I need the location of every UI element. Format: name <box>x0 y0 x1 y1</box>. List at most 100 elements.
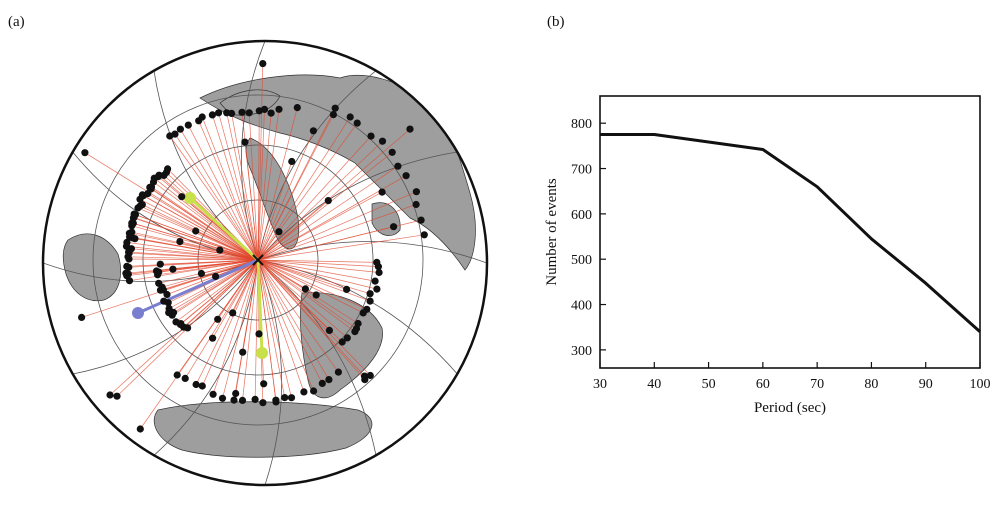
event-marker <box>343 334 351 342</box>
ray-path <box>257 135 372 261</box>
event-marker <box>275 228 283 236</box>
ray-path <box>257 259 367 310</box>
event-marker <box>245 109 253 117</box>
event-marker <box>281 394 289 402</box>
event-marker <box>275 105 283 113</box>
event-marker <box>216 246 224 254</box>
ray-path <box>201 259 259 387</box>
ray-path <box>257 200 329 261</box>
highlight-path-blue <box>137 258 259 315</box>
event-marker <box>106 391 114 399</box>
event-marker <box>378 188 386 196</box>
event-marker <box>127 245 135 253</box>
event-marker <box>366 297 374 305</box>
event-marker <box>232 389 240 398</box>
event-marker <box>351 328 359 336</box>
event-marker <box>287 394 296 402</box>
event-marker <box>360 372 369 380</box>
ray-path <box>212 114 259 261</box>
event-marker <box>238 396 247 404</box>
event-marker <box>374 263 382 271</box>
graticule-meridian <box>240 41 266 261</box>
ray-path <box>257 259 376 282</box>
event-marker <box>123 238 131 246</box>
ray-path <box>257 259 306 290</box>
event-marker <box>178 193 186 201</box>
ray-path <box>160 259 259 265</box>
ray-path <box>257 259 277 402</box>
event-marker <box>208 111 216 119</box>
event-marker <box>366 371 374 380</box>
y-axis-ticks: 300 400 500 600 700 800 <box>571 117 606 359</box>
event-marker <box>310 387 318 395</box>
event-marker <box>324 197 332 205</box>
event-marker <box>198 382 206 390</box>
globe-outline <box>41 39 489 487</box>
ray-path <box>257 259 314 392</box>
ray-path <box>175 259 259 323</box>
event-marker <box>378 137 387 145</box>
x-tick-label: 100 <box>970 377 991 392</box>
event-marker <box>312 291 320 299</box>
ray-path <box>180 129 259 261</box>
landmass-antarctica <box>153 401 373 458</box>
event-marker <box>329 111 337 119</box>
ray-path <box>257 109 280 261</box>
event-marker <box>331 104 339 112</box>
ray-path <box>226 112 259 261</box>
ray-path <box>128 251 259 261</box>
event-marker <box>373 285 381 293</box>
event-marker <box>375 268 383 277</box>
event-marker <box>417 216 425 224</box>
ray-path <box>129 232 259 261</box>
event-marker <box>192 227 200 235</box>
event-marker <box>239 348 247 356</box>
event-marker <box>123 262 131 270</box>
ray-path <box>219 249 259 261</box>
ray-path <box>81 259 259 318</box>
event-marker <box>215 109 223 117</box>
graticule-meridian <box>257 151 458 261</box>
event-marker <box>325 376 333 384</box>
panel-label-a: (a) <box>8 14 25 30</box>
event-marker <box>343 285 351 293</box>
event-marker <box>214 315 222 323</box>
ray-path <box>257 259 371 302</box>
landmass-australia <box>62 233 121 302</box>
graticule-meridian <box>257 241 487 264</box>
ray-path <box>195 259 259 385</box>
ray-path <box>257 259 286 398</box>
event-marker <box>259 60 267 68</box>
x-tick-label: 90 <box>919 377 933 392</box>
event-marker <box>155 268 163 276</box>
ray-path <box>257 259 305 393</box>
event-marker <box>122 269 130 277</box>
ray-path <box>257 107 298 261</box>
ray-path <box>257 259 348 339</box>
event-marker <box>241 138 249 146</box>
ray-path <box>195 230 259 261</box>
event-marker <box>359 309 367 317</box>
event-marker <box>156 260 164 268</box>
ray-path <box>218 112 259 261</box>
ray-path <box>235 259 259 394</box>
ray-path <box>257 259 323 384</box>
event-marker <box>113 392 121 400</box>
event-marker <box>212 272 220 280</box>
ray-path <box>128 258 259 261</box>
event-marker <box>173 371 181 379</box>
ray-path <box>257 226 394 261</box>
y-tick-label: 400 <box>571 299 592 314</box>
event-marker <box>420 231 428 239</box>
ray-path <box>174 133 259 261</box>
ray-path <box>222 259 259 399</box>
ray-path <box>169 135 259 261</box>
ray-path <box>151 186 259 261</box>
event-marker <box>260 380 268 388</box>
ray-path <box>168 259 259 313</box>
y-tick-label: 700 <box>571 163 592 178</box>
chart-svg: 30 40 50 60 70 80 90 100 300 400 500 600 700 800 Per… <box>544 95 991 416</box>
ray-path <box>133 217 259 261</box>
event-marker <box>138 191 146 199</box>
ray-path <box>257 165 399 261</box>
